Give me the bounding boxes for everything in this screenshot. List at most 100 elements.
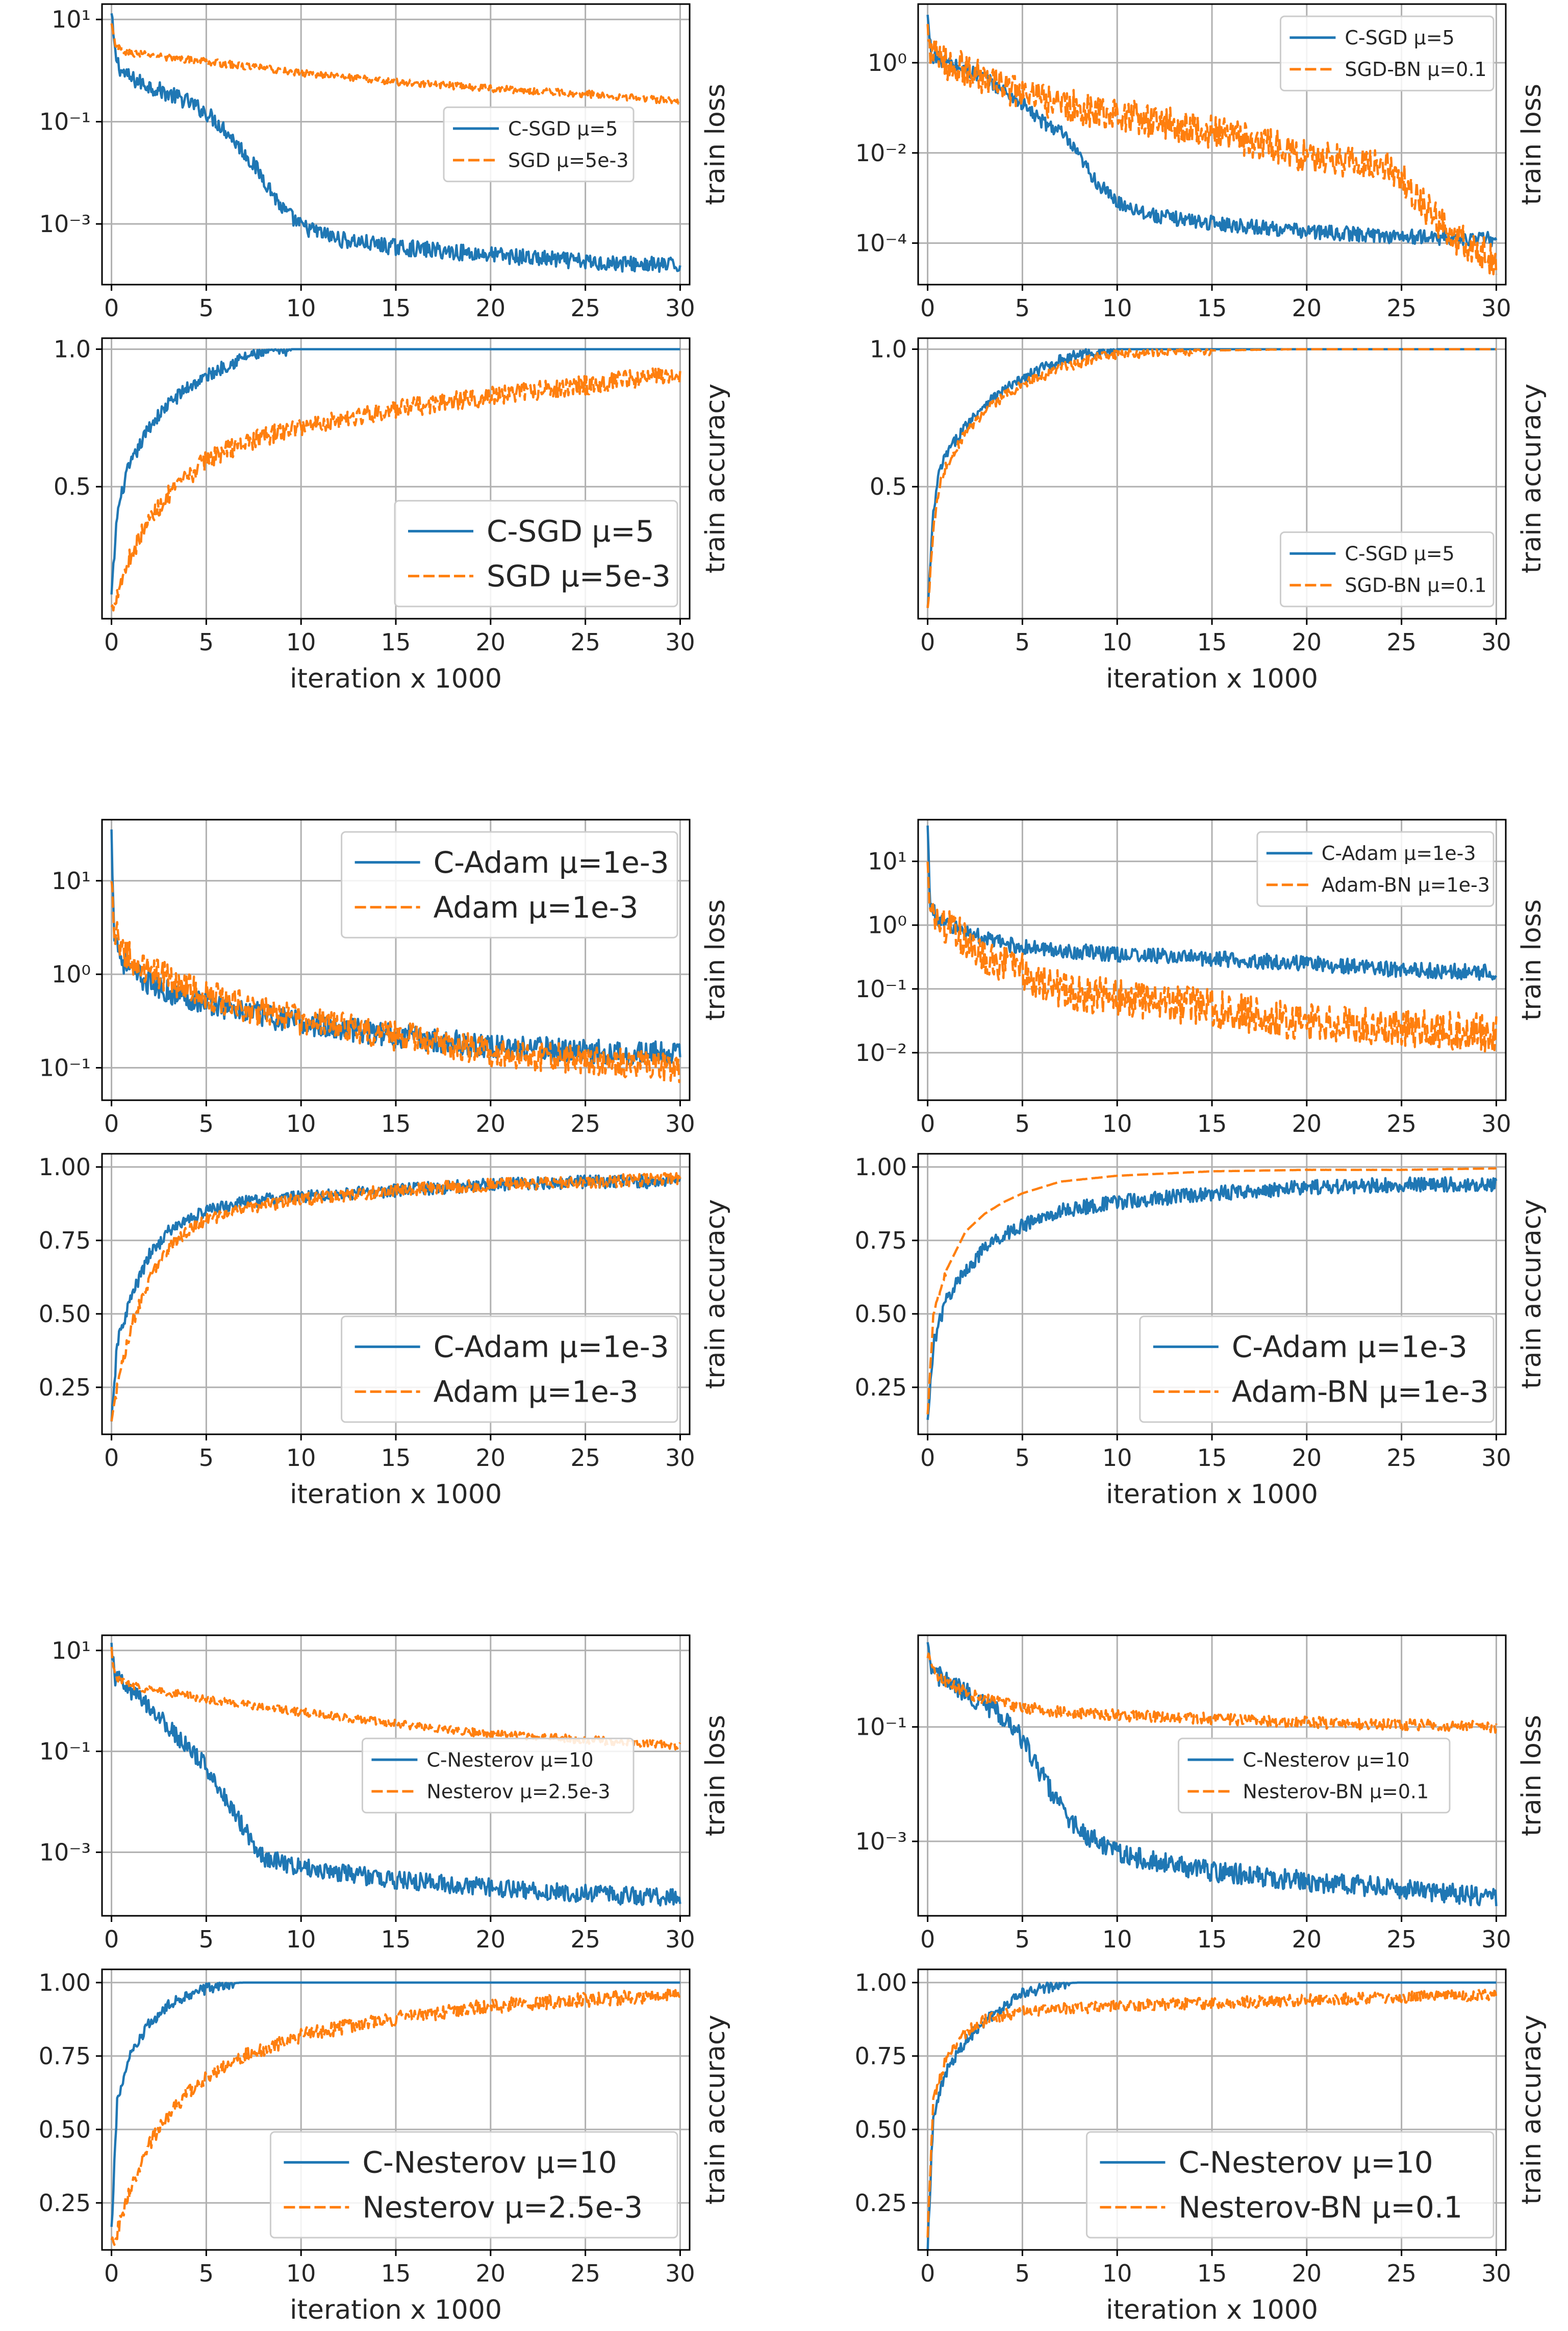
y-axis-label: train loss bbox=[1516, 899, 1547, 1021]
series-line-orange bbox=[110, 23, 681, 105]
x-tick-label: 30 bbox=[665, 1444, 695, 1472]
y-tick-label: 10⁻³ bbox=[39, 210, 91, 238]
y-tick-label: 0.5 bbox=[870, 473, 907, 500]
legend-label: SGD-BN μ=0.1 bbox=[1345, 58, 1486, 81]
y-tick-label: 10⁰ bbox=[868, 911, 907, 939]
series-line-orange bbox=[926, 1652, 1498, 1734]
x-tick-label: 10 bbox=[1102, 2260, 1132, 2287]
x-tick-label: 25 bbox=[1386, 1444, 1417, 1472]
series-line-orange bbox=[926, 23, 1498, 275]
legend-label: C-Adam μ=1e-3 bbox=[1322, 842, 1476, 865]
legend-label: SGD μ=5e-3 bbox=[508, 149, 628, 171]
panel-adambn-acc: 0 5 10 15 20 25 30 1.00 0.75 0.50 0.25 train accura… bbox=[855, 1153, 1547, 1510]
series-line-orange bbox=[110, 1646, 681, 1751]
legend-box bbox=[269, 2131, 678, 2239]
y-tick-label: 10⁻¹ bbox=[855, 975, 907, 1003]
x-tick-label: 30 bbox=[1481, 294, 1511, 322]
legend-label: C-Nesterov μ=10 bbox=[1178, 2145, 1433, 2180]
x-tick-label: 10 bbox=[1102, 294, 1132, 322]
x-tick-label: 5 bbox=[1015, 2260, 1030, 2287]
y-axis-label: train accuracy bbox=[1516, 1199, 1547, 1389]
x-tick-label: 30 bbox=[1481, 1444, 1511, 1472]
x-tick-label: 20 bbox=[1292, 628, 1322, 656]
panel-sgd-loss: 0 5 10 15 20 25 30 10¹ 10⁻¹ 10⁻³ train loss C-SGD μ… bbox=[39, 3, 731, 322]
series-line-blue bbox=[926, 1642, 1498, 1907]
y-axis-label: train loss bbox=[1516, 1715, 1547, 1836]
x-tick-label: 0 bbox=[104, 1925, 119, 1953]
legend-box bbox=[443, 106, 635, 183]
y-tick-label: 0.25 bbox=[855, 1374, 907, 1401]
y-tick-label: 1.00 bbox=[39, 1969, 91, 1996]
x-tick-label: 5 bbox=[199, 294, 214, 322]
legend: C-Adam μ=1e-3 Adam-BN μ=1e-3 bbox=[1139, 1315, 1495, 1423]
legend: C-SGD μ=5 SGD-BN μ=0.1 bbox=[1279, 15, 1495, 92]
legend: C-Nesterov μ=10 Nesterov-BN μ=0.1 bbox=[1177, 1737, 1451, 1814]
y-axis-label: train accuracy bbox=[1516, 384, 1547, 573]
legend-box bbox=[361, 1737, 635, 1814]
x-tick-label: 30 bbox=[665, 294, 695, 322]
x-tick-label: 25 bbox=[1386, 628, 1417, 656]
legend: C-SGD μ=5 SGD μ=5e-3 bbox=[443, 106, 635, 183]
y-tick-label: 10¹ bbox=[52, 867, 91, 895]
x-tick-label: 30 bbox=[1481, 1110, 1511, 1137]
legend-box bbox=[341, 1315, 678, 1423]
x-tick-label: 0 bbox=[104, 1110, 119, 1137]
y-tick-label: 10⁻³ bbox=[855, 1828, 907, 1855]
x-tick-label: 10 bbox=[1102, 1444, 1132, 1472]
series-line-blue bbox=[110, 13, 681, 273]
panel-sgdbn-loss: 0 5 10 15 20 25 30 10⁰ 10⁻² 10⁻⁴ train loss C-SGD μ… bbox=[855, 3, 1547, 322]
panel-sgd-acc: 0 5 10 15 20 25 30 1.0 0.5 train accuracy iteratio… bbox=[54, 336, 731, 694]
y-tick-label: 10⁻¹ bbox=[855, 1713, 907, 1741]
legend-box bbox=[1279, 531, 1495, 607]
x-tick-label: 5 bbox=[1015, 1444, 1030, 1472]
x-tick-label: 10 bbox=[286, 2260, 316, 2287]
x-tick-label: 5 bbox=[199, 2260, 214, 2287]
series-line-blue bbox=[110, 1174, 681, 1422]
legend: C-SGD μ=5 SGD μ=5e-3 bbox=[394, 500, 678, 607]
x-tick-label: 25 bbox=[1386, 1110, 1417, 1137]
legend-label: C-Adam μ=1e-3 bbox=[434, 845, 669, 880]
y-tick-label: 0.50 bbox=[855, 2116, 907, 2143]
x-tick-label: 5 bbox=[1015, 1925, 1030, 1953]
y-tick-label: 0.25 bbox=[39, 1374, 91, 1401]
legend-label: C-SGD μ=5 bbox=[508, 117, 618, 140]
y-tick-label: 10⁻¹ bbox=[39, 108, 91, 136]
series-line-blue bbox=[926, 1176, 1498, 1420]
x-tick-label: 15 bbox=[1197, 628, 1227, 656]
x-tick-label: 25 bbox=[570, 628, 600, 656]
x-axis-label: iteration x 1000 bbox=[1106, 2295, 1318, 2325]
series-line-blue bbox=[926, 1981, 1497, 2250]
y-tick-label: 1.0 bbox=[870, 336, 907, 363]
legend-box bbox=[1177, 1737, 1451, 1814]
legend-label: SGD-BN μ=0.1 bbox=[1345, 574, 1486, 597]
x-tick-label: 15 bbox=[381, 1444, 411, 1472]
x-tick-label: 30 bbox=[1481, 1925, 1511, 1953]
x-tick-label: 25 bbox=[1386, 294, 1417, 322]
x-tick-label: 15 bbox=[381, 628, 411, 656]
x-tick-label: 0 bbox=[104, 294, 119, 322]
x-tick-label: 15 bbox=[381, 1925, 411, 1953]
panel-nesterov-acc: 0 5 10 15 20 25 30 1.00 0.75 0.50 0.25 train accura… bbox=[39, 1968, 731, 2325]
x-tick-label: 15 bbox=[1197, 1925, 1227, 1953]
legend-label: Adam μ=1e-3 bbox=[434, 1375, 639, 1409]
legend: C-Nesterov μ=10 Nesterov μ=2.5e-3 bbox=[361, 1737, 635, 1814]
y-axis-label: train accuracy bbox=[1516, 2015, 1547, 2205]
x-tick-label: 30 bbox=[1481, 2260, 1511, 2287]
legend-label: Nesterov μ=2.5e-3 bbox=[362, 2190, 643, 2225]
x-tick-label: 30 bbox=[665, 1925, 695, 1953]
y-tick-label: 0.50 bbox=[39, 2116, 91, 2143]
x-tick-label: 5 bbox=[199, 1444, 214, 1472]
y-tick-label: 1.0 bbox=[54, 336, 91, 363]
legend-label: Adam μ=1e-3 bbox=[434, 890, 639, 925]
x-tick-label: 20 bbox=[476, 1444, 506, 1472]
x-tick-label: 15 bbox=[381, 1110, 411, 1137]
x-tick-label: 0 bbox=[104, 2260, 119, 2287]
x-tick-label: 0 bbox=[920, 1444, 935, 1472]
legend-label: C-Nesterov μ=10 bbox=[426, 1749, 593, 1771]
x-tick-label: 10 bbox=[286, 294, 316, 322]
x-tick-label: 10 bbox=[1102, 1925, 1132, 1953]
legend: C-Adam μ=1e-3 Adam-BN μ=1e-3 bbox=[1256, 831, 1495, 907]
panel-sgdbn-acc: 0 5 10 15 20 25 30 1.0 0.5 train accuracy iteratio… bbox=[870, 336, 1547, 694]
panel-nesterovbn-acc: 0 5 10 15 20 25 30 1.00 0.75 0.50 0.25 train accura… bbox=[855, 1968, 1547, 2325]
x-tick-label: 20 bbox=[476, 1110, 506, 1137]
